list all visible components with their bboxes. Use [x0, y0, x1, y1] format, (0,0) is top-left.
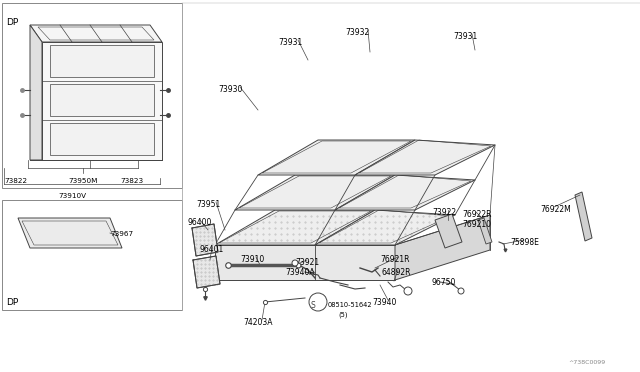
- Text: 74203A: 74203A: [243, 318, 273, 327]
- Text: 73932: 73932: [345, 28, 369, 37]
- Text: 73822: 73822: [4, 178, 27, 184]
- Polygon shape: [435, 214, 462, 248]
- Text: DP: DP: [6, 18, 19, 27]
- Text: 73921: 73921: [295, 258, 319, 267]
- Text: ^738C0099: ^738C0099: [568, 360, 605, 366]
- Bar: [2, 200, 182, 310]
- Polygon shape: [355, 140, 495, 175]
- Polygon shape: [18, 218, 122, 248]
- Text: 64892R: 64892R: [382, 268, 412, 277]
- Text: S: S: [310, 301, 316, 310]
- Circle shape: [309, 293, 327, 311]
- Polygon shape: [395, 215, 490, 280]
- Text: 73967: 73967: [110, 231, 133, 237]
- Polygon shape: [335, 175, 475, 210]
- Text: 73940A: 73940A: [285, 268, 315, 277]
- Text: 08510-51642: 08510-51642: [328, 302, 372, 308]
- Bar: [50, 123, 154, 155]
- Polygon shape: [30, 25, 162, 42]
- Polygon shape: [315, 210, 455, 245]
- Text: 96400: 96400: [188, 218, 212, 227]
- Polygon shape: [30, 25, 42, 160]
- Polygon shape: [575, 192, 592, 241]
- Polygon shape: [215, 245, 395, 280]
- Bar: [2, 3, 182, 188]
- Text: 73930: 73930: [218, 85, 243, 94]
- Text: 76922R: 76922R: [462, 210, 492, 219]
- Polygon shape: [478, 218, 492, 244]
- Text: DP: DP: [6, 298, 19, 307]
- Text: 73823: 73823: [120, 178, 143, 184]
- Bar: [50, 84, 154, 116]
- Text: 73910: 73910: [240, 255, 264, 264]
- Text: 73940: 73940: [372, 298, 396, 307]
- Polygon shape: [258, 140, 415, 175]
- Bar: [50, 45, 154, 77]
- Text: 73931: 73931: [278, 38, 302, 47]
- Text: (5): (5): [338, 312, 348, 318]
- Text: 769210: 769210: [462, 220, 491, 229]
- Circle shape: [292, 260, 298, 266]
- Text: 96750: 96750: [432, 278, 456, 287]
- Polygon shape: [42, 42, 162, 160]
- Polygon shape: [235, 175, 395, 210]
- Text: 73922: 73922: [432, 208, 456, 217]
- Polygon shape: [193, 256, 220, 288]
- Text: 76921R: 76921R: [380, 255, 410, 264]
- Text: 73950M: 73950M: [68, 178, 97, 184]
- Text: 73910V: 73910V: [58, 193, 86, 199]
- Polygon shape: [215, 210, 375, 245]
- Circle shape: [404, 287, 412, 295]
- Circle shape: [458, 288, 464, 294]
- Text: 76922M: 76922M: [540, 205, 571, 214]
- Text: 73931: 73931: [453, 32, 477, 41]
- Text: 96401: 96401: [200, 245, 224, 254]
- Text: 73951: 73951: [196, 200, 220, 209]
- Text: 75898E: 75898E: [510, 238, 539, 247]
- Polygon shape: [192, 224, 218, 256]
